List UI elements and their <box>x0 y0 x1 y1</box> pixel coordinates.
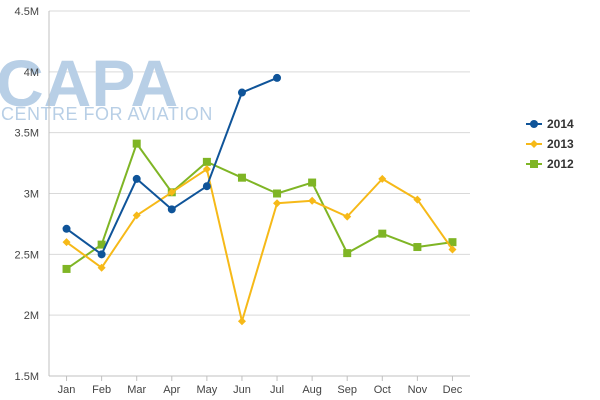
legend-marker <box>530 120 538 128</box>
y-tick-label: 4.5M <box>15 6 39 18</box>
x-tick-label: Mar <box>127 384 146 396</box>
x-tick-label: Nov <box>408 384 428 396</box>
axes: 1.5M 2M 2.5M 3M 3.5M 4M 4.5M Jan Feb Mar Apr May Jun… <box>15 6 470 396</box>
x-tick-label: Feb <box>92 384 111 396</box>
series-2014 <box>62 73 282 259</box>
data-point-2012 <box>237 173 246 182</box>
legend-label: 2014 <box>547 117 574 131</box>
y-tick-label: 1.5M <box>15 371 39 383</box>
data-point-2013 <box>202 165 211 174</box>
legend-marker <box>530 160 538 168</box>
y-tick-label: 3.5M <box>15 128 39 140</box>
legend-item-2012: 2012 <box>526 157 574 171</box>
series-line-2013 <box>65 168 454 323</box>
x-tick-label: Oct <box>374 384 391 396</box>
watermark-tagline: CENTRE FOR AVIATION <box>1 104 213 124</box>
data-point-2013 <box>448 245 457 254</box>
data-point-2014 <box>237 88 246 97</box>
data-point-2013 <box>413 195 422 204</box>
data-point-2013 <box>132 211 141 220</box>
y-tick-label: 2.5M <box>15 249 39 261</box>
data-point-2012 <box>273 189 282 198</box>
data-point-2012 <box>132 139 141 148</box>
data-point-2013 <box>308 196 317 205</box>
data-series <box>62 73 457 326</box>
data-point-2012 <box>308 178 317 187</box>
series-2012 <box>62 139 457 273</box>
x-tick-label: Jan <box>58 384 76 396</box>
data-point-2012 <box>343 249 352 258</box>
data-point-2012 <box>62 264 71 273</box>
data-point-2013 <box>237 317 246 326</box>
x-tick-label: Jul <box>270 384 284 396</box>
legend-label: 2012 <box>547 157 574 171</box>
legend-item-2014: 2014 <box>526 117 574 131</box>
capa-watermark: CAPA CENTRE FOR AVIATION <box>0 46 213 124</box>
data-point-2012 <box>448 238 457 247</box>
data-point-2012 <box>97 240 106 249</box>
x-tick-label: Sep <box>337 384 357 396</box>
data-point-2013 <box>97 263 106 272</box>
series-2013 <box>62 165 457 326</box>
x-tick-label: May <box>196 384 217 396</box>
x-tick-label: Apr <box>163 384 180 396</box>
x-tick-label: Jun <box>233 384 251 396</box>
data-point-2014 <box>273 73 282 82</box>
data-point-2013 <box>378 174 387 183</box>
legend: 2014 2013 2012 <box>526 117 574 171</box>
y-tick-label: 4M <box>24 67 39 79</box>
data-point-2014 <box>167 205 176 214</box>
data-point-2014 <box>97 250 106 259</box>
x-tick-label: Dec <box>443 384 463 396</box>
legend-item-2013: 2013 <box>526 137 574 151</box>
data-point-2013 <box>62 238 71 247</box>
data-point-2014 <box>132 174 141 183</box>
legend-label: 2013 <box>547 137 574 151</box>
data-point-2012 <box>202 157 211 166</box>
data-point-2013 <box>273 199 282 208</box>
data-point-2013 <box>167 188 176 197</box>
data-point-2012 <box>413 243 422 252</box>
data-point-2014 <box>202 182 211 191</box>
watermark-brand: CAPA <box>0 46 178 120</box>
y-tick-label: 3M <box>24 189 39 201</box>
series-line-2012 <box>65 142 453 270</box>
data-point-2014 <box>62 224 71 233</box>
x-tick-label: Aug <box>302 384 322 396</box>
legend-marker <box>530 140 538 148</box>
data-point-2012 <box>378 229 387 238</box>
data-point-2013 <box>343 212 352 221</box>
y-tick-label: 2M <box>24 310 39 322</box>
